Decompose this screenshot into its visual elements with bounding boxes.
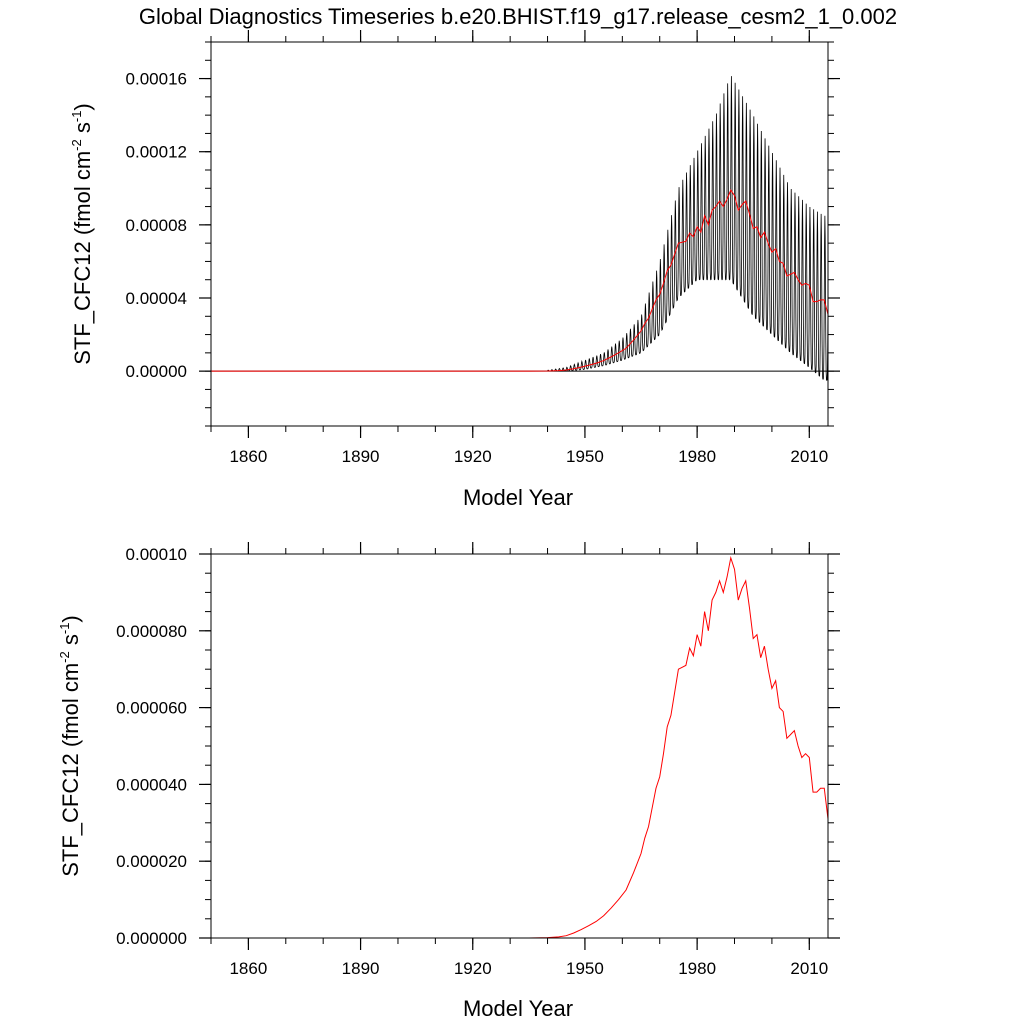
bottom-x-tick-label: 2010 xyxy=(790,959,828,978)
bottom-x-tick-label: 1950 xyxy=(566,959,604,978)
bottom-series-layer xyxy=(211,555,829,939)
top-y-tick-label: 0.00000 xyxy=(126,362,187,381)
top-y-tick-label: 0.00004 xyxy=(126,289,187,308)
bottom-y-tick-label: 0.00010 xyxy=(126,545,187,564)
top-y-tick-label: 0.00012 xyxy=(126,143,187,162)
top-series-annual xyxy=(211,189,829,372)
bottom-x-axis-label: Model Year xyxy=(463,996,573,1021)
bottom-y-axis-label: STF_CFC12 (fmol cm-2 s-1) xyxy=(57,615,83,877)
top-x-tick-label: 1980 xyxy=(678,447,716,466)
top-series-layer xyxy=(211,76,829,381)
top-x-tick-label: 1920 xyxy=(454,447,492,466)
top-x-tick-label: 2010 xyxy=(790,447,828,466)
bottom-x-tick-label: 1890 xyxy=(342,959,380,978)
top-x-axis-label: Model Year xyxy=(463,485,573,510)
bottom-y-tick-label: 0.000080 xyxy=(116,622,187,641)
bottom-x-tick-label: 1860 xyxy=(229,959,267,978)
bottom-y-tick-label: 0.000000 xyxy=(116,929,187,948)
top-x-tick-label: 1890 xyxy=(342,447,380,466)
top-plot-frame xyxy=(210,41,829,427)
bottom-series-annual xyxy=(211,555,829,939)
top-series-monthly xyxy=(211,76,829,381)
top-y-tick-label: 0.00016 xyxy=(126,70,187,89)
bottom-plot-frame xyxy=(210,553,829,939)
top-x-tick-label: 1950 xyxy=(566,447,604,466)
top-y-tick-label: 0.00008 xyxy=(126,216,187,235)
top-tick-layer: 1860 1890 1920 1950 1980 2010 0.00000 0.00004 0.… xyxy=(126,30,840,466)
bottom-tick-layer: 1860 1890 1920 1950 1980 2010 0.000000 0.000020… xyxy=(116,542,840,978)
top-panel: 1860 1890 1920 1950 1980 2010 0.00000 0.00004 0.… xyxy=(69,30,840,510)
bottom-x-tick-label: 1920 xyxy=(454,959,492,978)
bottom-x-tick-label: 1980 xyxy=(678,959,716,978)
bottom-y-tick-label: 0.000020 xyxy=(116,852,187,871)
top-y-axis-label: STF_CFC12 (fmol cm-2 s-1) xyxy=(69,103,95,365)
top-x-tick-label: 1860 xyxy=(229,447,267,466)
chart-title: Global Diagnostics Timeseries b.e20.BHIS… xyxy=(139,4,897,29)
bottom-y-tick-label: 0.000060 xyxy=(116,699,187,718)
bottom-panel: 1860 1890 1920 1950 1980 2010 0.000000 0.000020… xyxy=(57,542,840,1021)
bottom-y-tick-label: 0.000040 xyxy=(116,775,187,794)
